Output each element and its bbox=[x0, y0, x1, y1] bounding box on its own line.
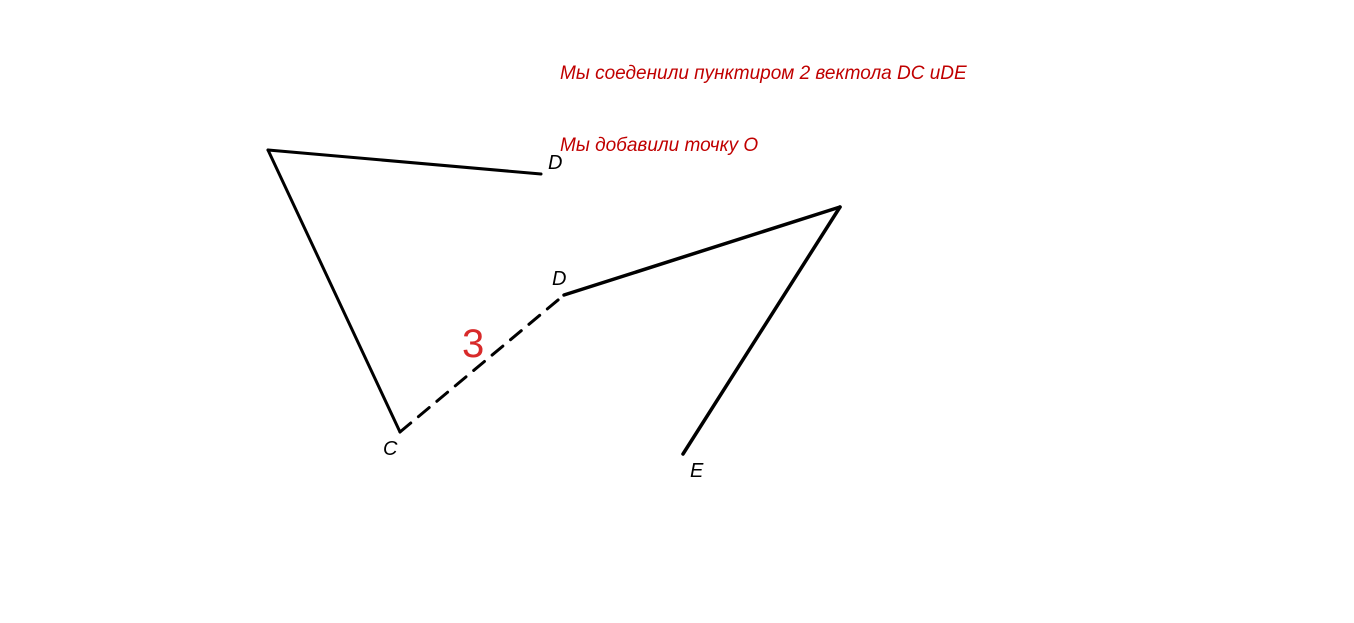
segment-F-E bbox=[683, 207, 840, 454]
point-label-e-3: E bbox=[690, 460, 703, 483]
segment-D2-F bbox=[564, 207, 840, 295]
annotation-text: Мы соеденили пунктиром 2 вектола DC uDE … bbox=[560, 14, 967, 206]
segment-A-D1 bbox=[268, 150, 541, 174]
segment-A-C bbox=[268, 150, 400, 432]
annotation-line-2: Мы добавили точку O bbox=[560, 134, 967, 158]
center-number-text: 3 bbox=[462, 322, 484, 366]
annotation-line-1: Мы соеденили пунктиром 2 вектола DC uDE bbox=[560, 62, 967, 86]
point-label-d-0: D bbox=[548, 152, 562, 175]
center-number-label: 3 bbox=[462, 322, 484, 367]
point-label-d-1: D bbox=[552, 268, 566, 291]
diagram-canvas: Мы соеденили пунктиром 2 вектола DC uDE … bbox=[0, 0, 1354, 623]
point-label-c-2: C bbox=[383, 438, 397, 461]
